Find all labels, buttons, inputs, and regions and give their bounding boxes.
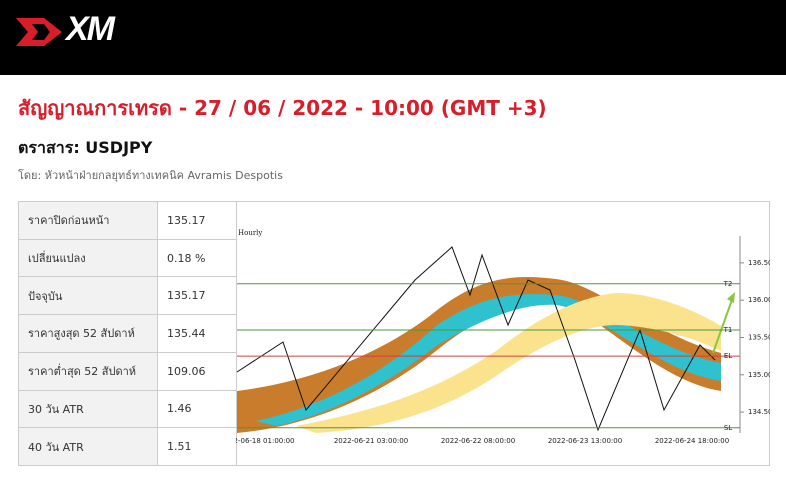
logo: XM: [66, 10, 115, 48]
cell-value: 1.46: [157, 389, 237, 429]
zigzag: [236, 246, 716, 432]
table-row: 40 วัน ATR 1.51: [18, 427, 237, 466]
target-arrow: [712, 296, 734, 354]
title: สัญญาณการเทรด - 27 / 06 / 2022 - 10:00 (…: [18, 96, 547, 120]
stats-table: ราคาปิดก่อนหน้า 135.17 เปลี่ยนแปลง 0.18 % ปั…: [18, 201, 237, 466]
instrument: ตราสาร: USDJPY: [18, 138, 153, 157]
table-row: ราคาสูงสุด 52 สัปดาห์ 135.44: [18, 314, 237, 353]
arrow-head: [727, 292, 735, 303]
table-row: ปัจจุบัน 135.17: [18, 276, 237, 316]
y-tick-label: 136.50: [748, 259, 770, 267]
cell-value: 1.51: [157, 427, 237, 466]
table-row: เปลี่ยนแปลง 0.18 %: [18, 238, 237, 278]
cell-label: เปลี่ยนแปลง: [18, 238, 158, 278]
band-light: [296, 293, 721, 433]
y-tick-label: 136.00: [748, 296, 770, 304]
y-tick-label: 135.00: [748, 371, 770, 379]
cell-value: 109.06: [157, 351, 237, 391]
cell-label: 30 วัน ATR: [18, 389, 158, 429]
level-label: T1: [723, 326, 733, 334]
cell-label: ราคาปิดก่อนหน้า: [18, 201, 158, 240]
table-row: ราคาต่ำสุด 52 สัปดาห์ 109.06: [18, 351, 237, 391]
cell-value: 135.17: [157, 276, 237, 316]
level-label: SL: [724, 424, 732, 432]
byline: โดย: หัวหน้าฝ่ายกลยุทธ์ทางเทคนิค Avramis…: [18, 169, 283, 182]
level-label: T2: [723, 280, 733, 288]
table-row: ราคาปิดก่อนหน้า 135.17: [18, 201, 237, 240]
cell-label: ราคาต่ำสุด 52 สัปดาห์: [18, 351, 158, 391]
x-tick-label: 2022-06-24 18:00:00: [655, 437, 729, 445]
y-tick-label: 135.50: [748, 333, 770, 341]
cell-value: 0.18 %: [157, 238, 237, 278]
cell-value: 135.17: [157, 201, 237, 240]
chart-subtitle: Hourly: [238, 229, 262, 237]
chart: Hourly 134.50 135.00 135.50 136.00 136.50 T2 T…: [236, 201, 770, 466]
cell-value: 135.44: [157, 314, 237, 353]
cell-label: ราคาสูงสุด 52 สัปดาห์: [18, 314, 158, 353]
x-tick-label: 2022-06-23 13:00:00: [548, 437, 622, 445]
x-tick-label: 2022-06-21 03:00:00: [334, 437, 408, 445]
logo-mark: [16, 18, 62, 46]
y-tick-label: 134.50: [748, 408, 770, 416]
table-row: 30 วัน ATR 1.46: [18, 389, 237, 429]
x-tick-label: 2-06-18 01:00:00: [236, 437, 294, 445]
cell-label: 40 วัน ATR: [18, 427, 158, 466]
band-inner: [256, 294, 721, 426]
x-tick-label: 2022-06-22 08:00:00: [441, 437, 515, 445]
header: XM: [0, 0, 786, 75]
cell-label: ปัจจุบัน: [18, 276, 158, 316]
level-label: EL: [724, 352, 732, 360]
